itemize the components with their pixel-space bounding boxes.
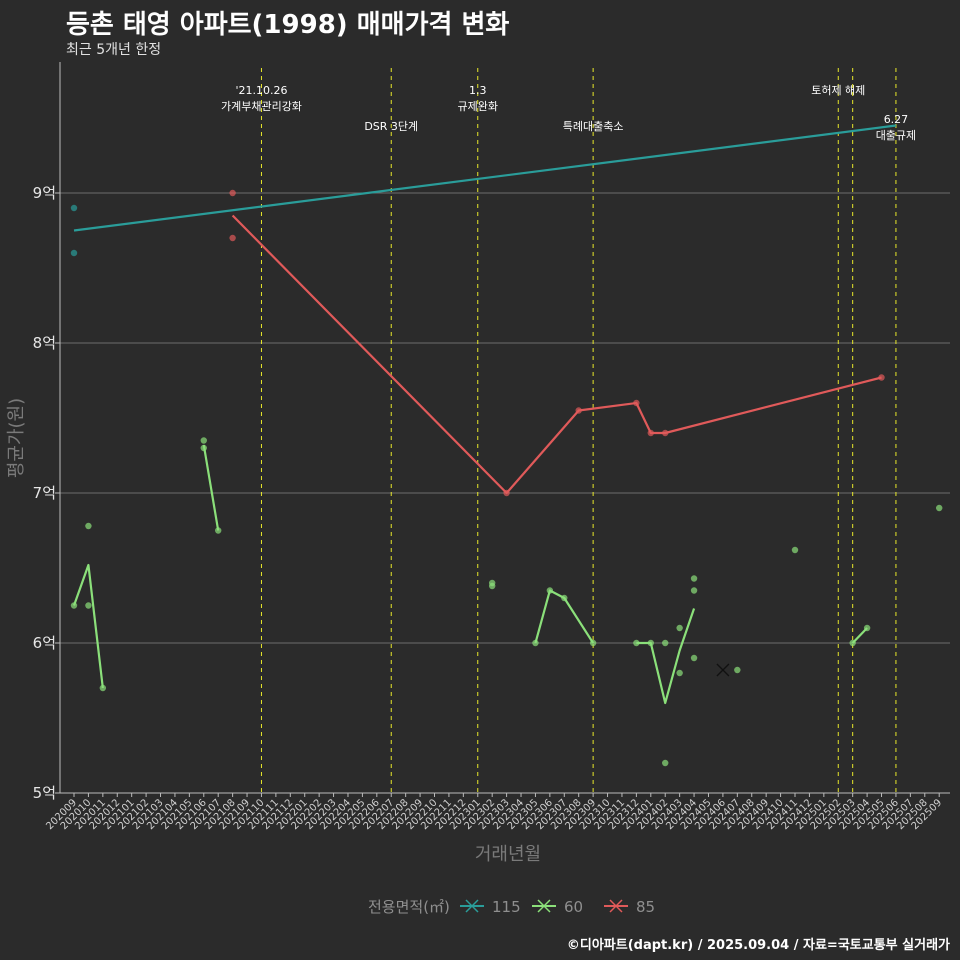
data-point-60	[546, 587, 554, 594]
data-point-60	[532, 639, 539, 647]
data-point-85	[229, 234, 236, 242]
data-point-60	[200, 444, 207, 452]
series-line-60	[636, 608, 696, 705]
data-point-60	[662, 639, 669, 647]
series-line-60	[202, 444, 220, 531]
x-axis-label: 거래년월	[475, 844, 541, 865]
y-tick-label: 9억	[33, 184, 56, 202]
y-axis-label: 평균가(원)	[6, 398, 27, 478]
y-tick-label: 6억	[33, 634, 56, 652]
legend: 전용면적(㎡) 115 60 85	[368, 898, 655, 916]
event-annotation: '21.10.26	[235, 84, 287, 97]
data-point-60	[488, 582, 496, 590]
legend-label-85: 85	[636, 898, 655, 916]
data-point-60	[85, 522, 92, 530]
series-line-60	[534, 589, 595, 644]
data-point-85	[878, 374, 885, 381]
data-point-85	[647, 429, 654, 437]
legend-title: 전용면적(㎡)	[368, 898, 450, 916]
data-point-60	[633, 639, 640, 647]
event-annotation: 토허제 해제	[811, 83, 865, 97]
data-point-85	[503, 489, 510, 497]
data-point-60	[200, 437, 207, 444]
event-annotation: 대출규제	[876, 129, 916, 142]
data-point-60	[690, 654, 698, 662]
data-point-60	[662, 759, 669, 767]
data-point-85	[633, 399, 640, 407]
legend-key-115	[465, 899, 479, 913]
event-annotation: 특례대출축소	[563, 120, 624, 133]
data-point-115	[70, 204, 78, 212]
event-annotation: 6.27	[884, 113, 909, 126]
data-point-85	[229, 189, 236, 197]
event-annotation: 규제완화	[458, 100, 498, 113]
data-point-60	[676, 624, 683, 632]
data-point-60	[99, 684, 107, 692]
chart-subtitle: 최근 5개년 한정	[66, 42, 162, 58]
series-lines	[72, 124, 897, 705]
data-point-60	[849, 639, 856, 647]
data-point-60	[70, 602, 78, 609]
event-annotation: 가계부채관리강화	[221, 100, 302, 113]
cross-marker	[716, 663, 730, 677]
data-point-60	[690, 575, 698, 582]
data-point-60	[215, 527, 222, 534]
y-tick-label: 5억	[33, 784, 56, 802]
data-point-60	[561, 594, 568, 602]
data-point-60	[791, 546, 799, 554]
legend-label-115: 115	[492, 898, 521, 916]
data-point-60	[734, 666, 741, 674]
data-point-85	[662, 429, 669, 437]
data-point-60	[936, 504, 943, 512]
data-point-60	[690, 587, 698, 594]
series-line-85	[231, 214, 882, 495]
series-line-60	[72, 563, 104, 689]
chart-title: 등촌 태영 아파트(1998) 매매가격 변화	[66, 10, 510, 40]
data-point-60	[85, 602, 92, 609]
data-point-60	[863, 624, 871, 632]
data-point-85	[575, 407, 582, 414]
axes: 5억6억7억8억9억202009202010202011202012202101…	[33, 62, 950, 832]
series-points	[70, 189, 943, 767]
y-tick-label: 7억	[33, 484, 56, 502]
legend-key-85	[609, 899, 623, 913]
gridlines	[60, 192, 950, 644]
event-annotation: 1.3	[469, 84, 487, 97]
data-point-60	[676, 669, 683, 677]
legend-label-60: 60	[564, 898, 583, 916]
event-annotation: DSR 3단계	[364, 120, 418, 133]
legend-key-60	[537, 899, 551, 913]
data-point-60	[647, 639, 654, 647]
data-point-115	[70, 249, 78, 257]
series-line-60	[851, 627, 868, 644]
series-line-115	[73, 124, 897, 232]
data-point-60	[589, 639, 597, 647]
y-tick-label: 8억	[33, 334, 56, 352]
source-caption: ©디아파트(dapt.kr) / 2025.09.04 / 자료=국토교통부 실…	[566, 938, 950, 953]
